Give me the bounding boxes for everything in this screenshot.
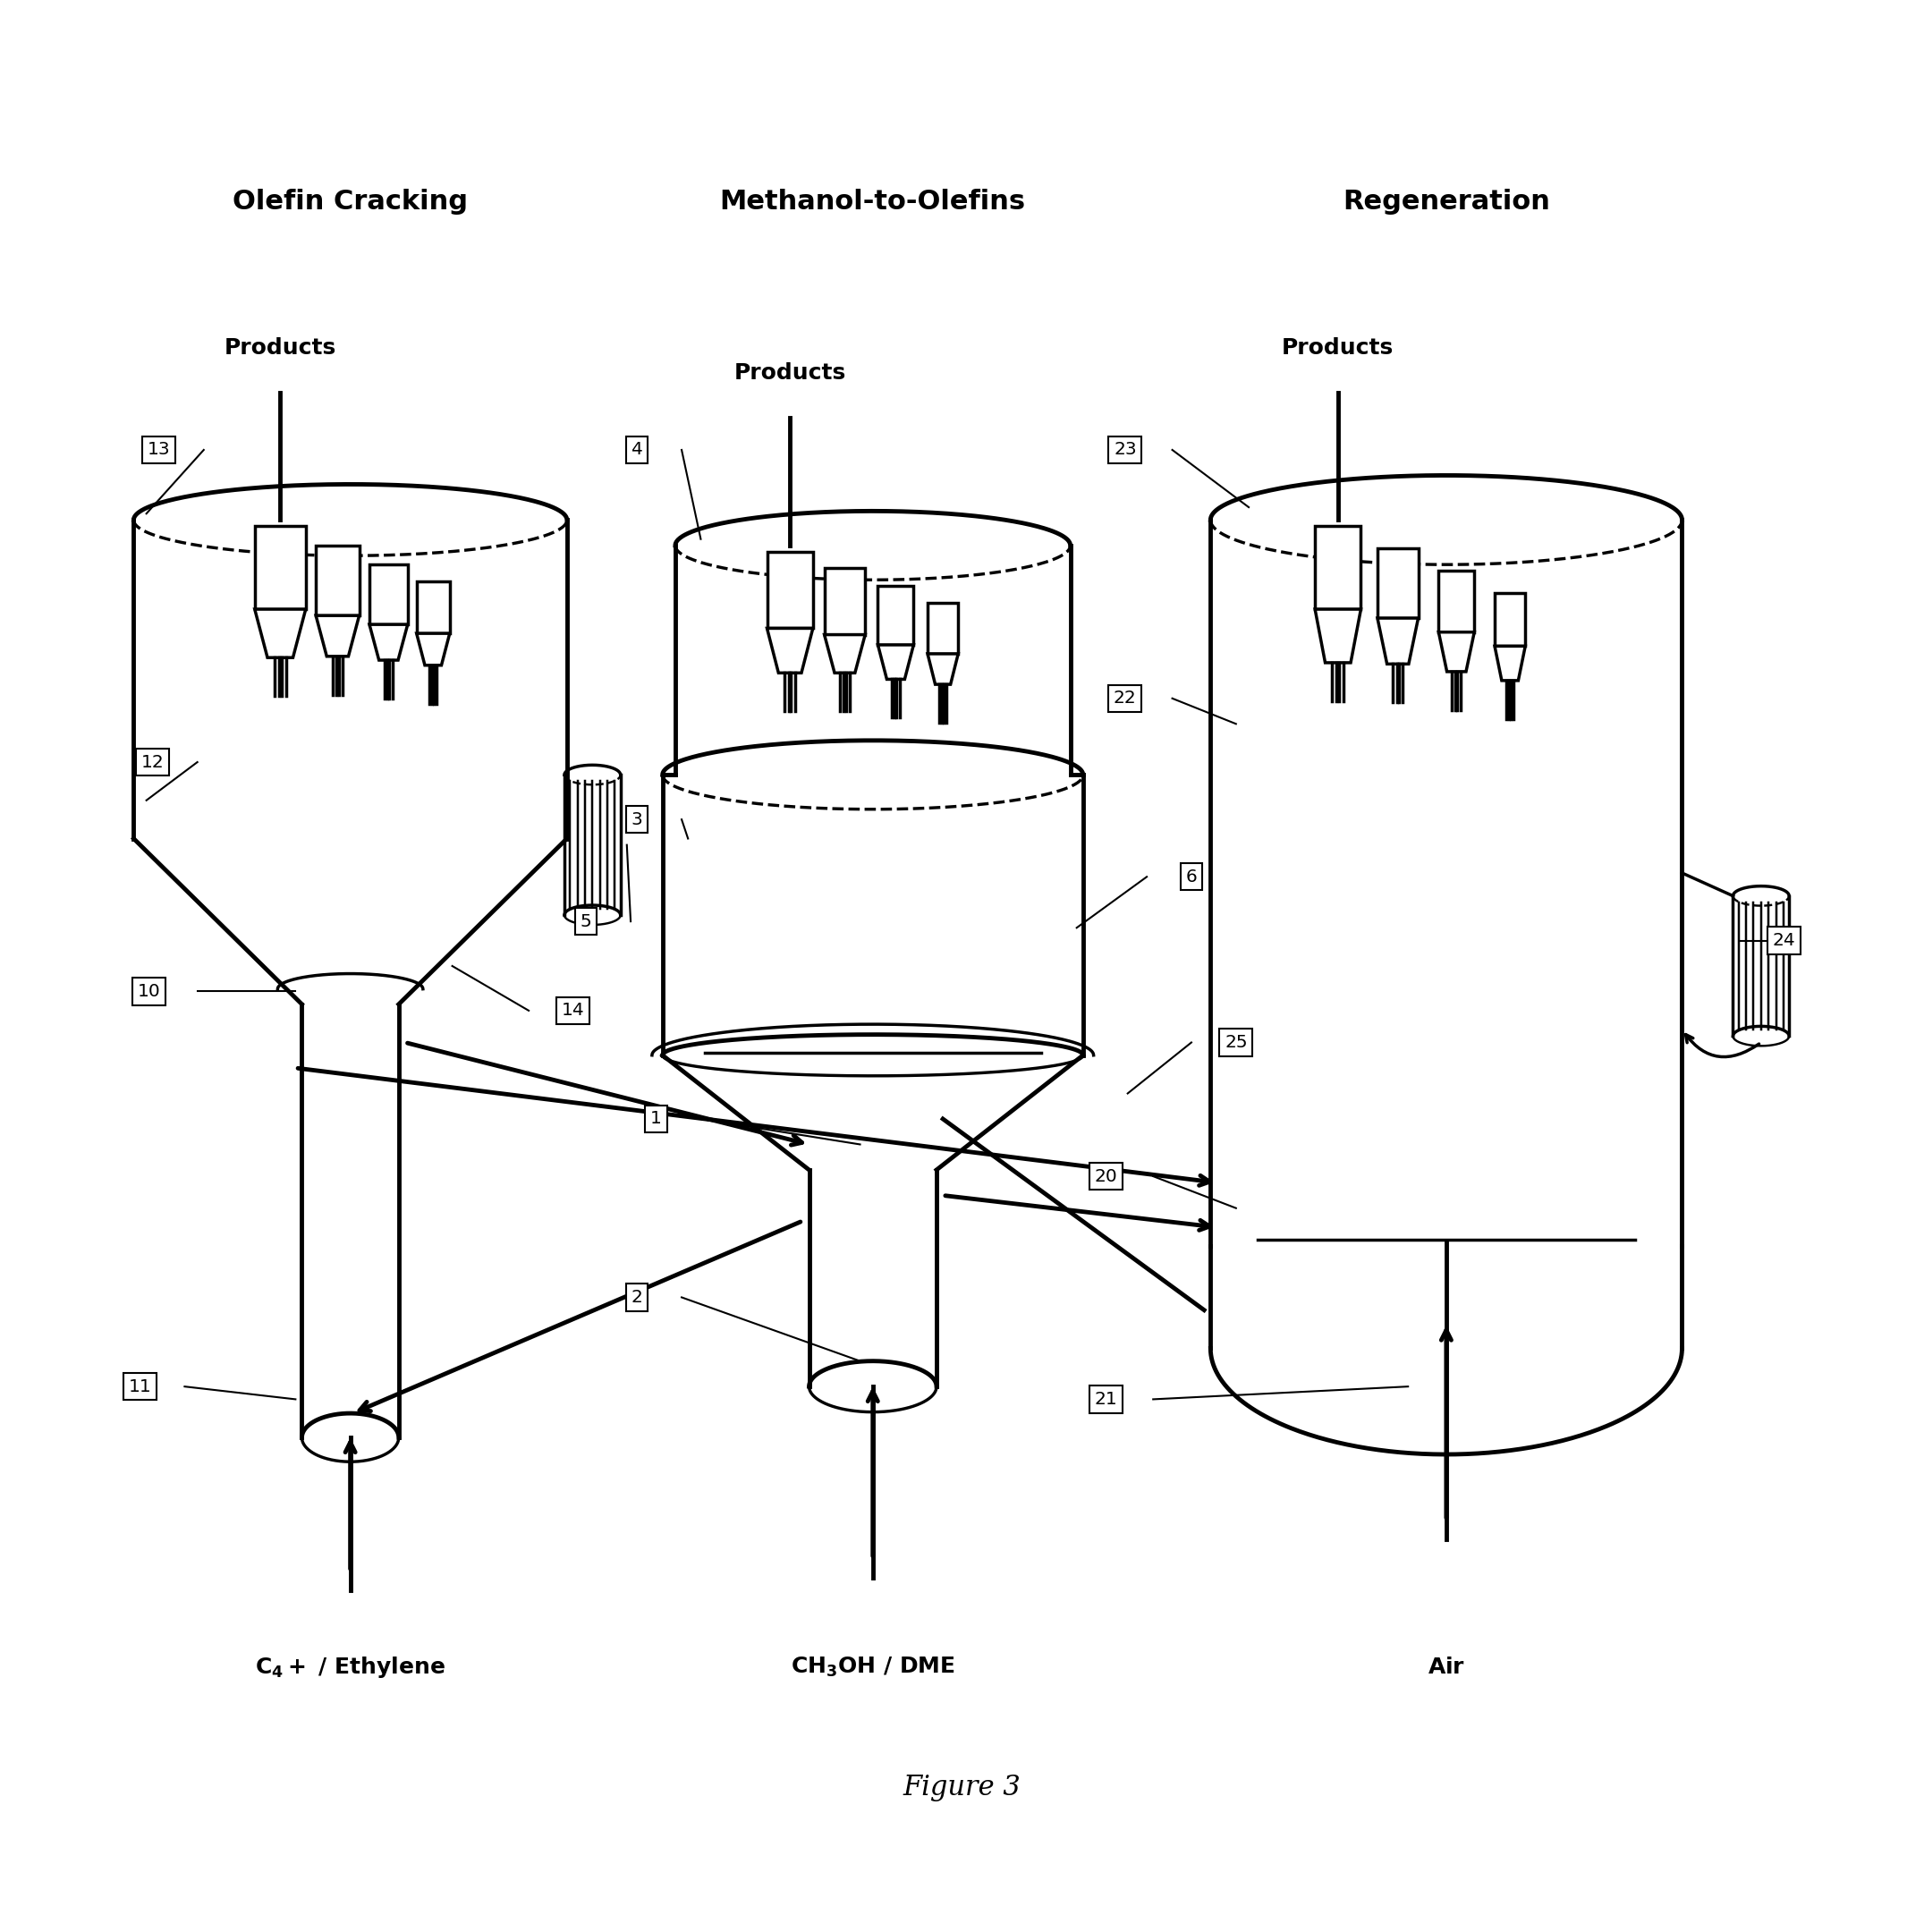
Polygon shape (1439, 632, 1474, 672)
Polygon shape (927, 603, 958, 653)
Polygon shape (768, 553, 814, 628)
Text: 1: 1 (650, 1111, 662, 1128)
Polygon shape (1495, 593, 1526, 645)
Text: 11: 11 (129, 1378, 152, 1395)
Polygon shape (1439, 572, 1474, 632)
Text: 21: 21 (1095, 1391, 1118, 1408)
Text: Products: Products (1281, 338, 1395, 359)
Polygon shape (1314, 526, 1360, 609)
Text: 5: 5 (581, 914, 593, 929)
Text: Products: Products (225, 338, 337, 359)
Polygon shape (369, 624, 408, 661)
Polygon shape (927, 653, 958, 684)
Text: $\mathbf{C_4+}$ / Ethylene: $\mathbf{C_4+}$ / Ethylene (256, 1654, 446, 1679)
Polygon shape (369, 564, 408, 624)
Polygon shape (418, 634, 450, 665)
Text: Products: Products (733, 363, 847, 384)
Text: Methanol-to-Olefins: Methanol-to-Olefins (720, 189, 1025, 214)
Polygon shape (877, 645, 914, 680)
Text: Figure 3: Figure 3 (902, 1774, 1022, 1803)
Polygon shape (1378, 618, 1418, 665)
Polygon shape (1314, 609, 1360, 663)
Polygon shape (418, 582, 450, 634)
Polygon shape (254, 526, 306, 609)
Polygon shape (1495, 645, 1526, 680)
Polygon shape (1378, 549, 1418, 618)
Polygon shape (823, 568, 866, 636)
Text: 25: 25 (1224, 1034, 1247, 1051)
Text: Regeneration: Regeneration (1343, 189, 1551, 214)
Text: 6: 6 (1185, 867, 1197, 885)
Text: 10: 10 (137, 983, 160, 1001)
Text: 13: 13 (148, 440, 171, 458)
Text: 20: 20 (1095, 1167, 1118, 1184)
Text: 14: 14 (562, 1003, 585, 1018)
Polygon shape (316, 545, 360, 616)
Polygon shape (316, 616, 360, 657)
Text: $\mathbf{Air}$: $\mathbf{Air}$ (1428, 1656, 1464, 1677)
Text: 22: 22 (1114, 690, 1137, 707)
Text: $\mathbf{CH_3OH}$ / DME: $\mathbf{CH_3OH}$ / DME (791, 1656, 954, 1679)
Polygon shape (254, 609, 306, 657)
Polygon shape (823, 636, 866, 672)
Text: 24: 24 (1772, 931, 1795, 949)
Polygon shape (768, 628, 814, 672)
Polygon shape (877, 585, 914, 645)
Text: 4: 4 (631, 440, 643, 458)
Text: 3: 3 (631, 811, 643, 829)
Text: 2: 2 (631, 1289, 643, 1306)
Text: 23: 23 (1114, 440, 1137, 458)
Text: Olefin Cracking: Olefin Cracking (233, 189, 468, 214)
Text: 12: 12 (140, 753, 164, 771)
